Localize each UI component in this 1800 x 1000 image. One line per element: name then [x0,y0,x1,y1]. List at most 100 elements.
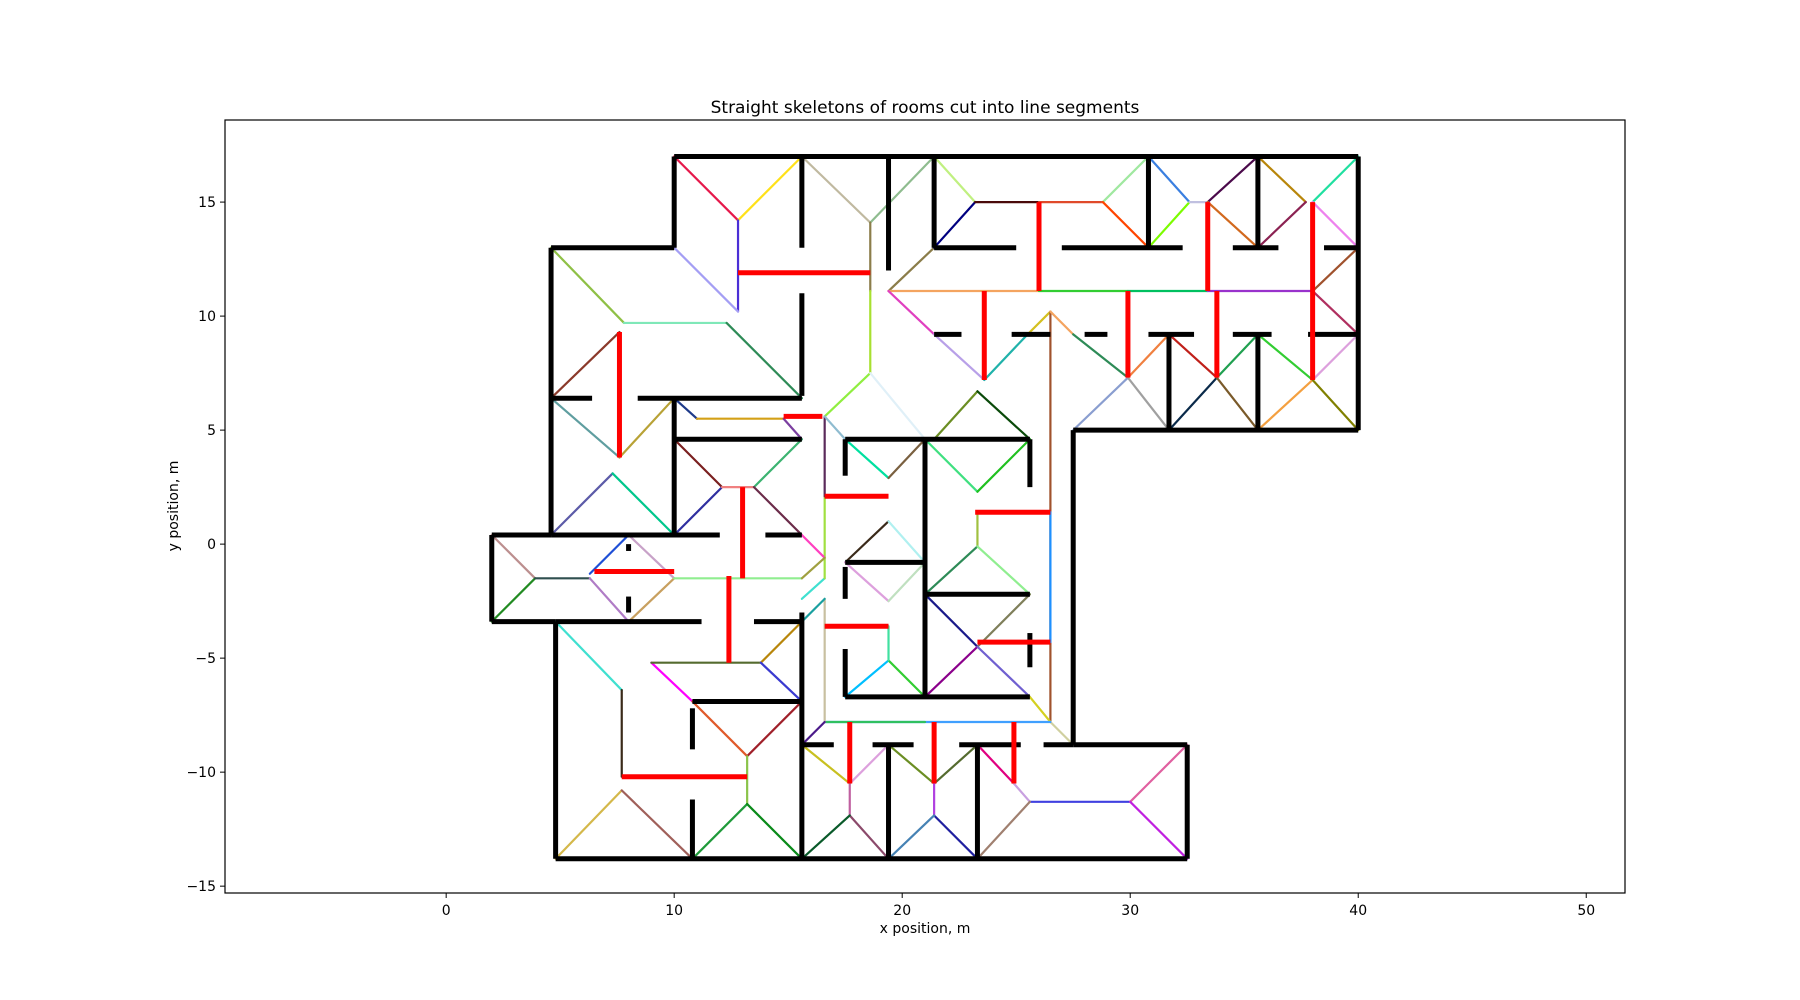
skeleton-edge-6 [725,321,803,400]
skeleton-edge-49 [1101,155,1150,204]
skeleton-edge-80 [1126,376,1171,432]
skeleton-edge-106 [923,645,979,698]
skeleton-edge-40 [746,802,803,860]
skeleton-edge-105 [976,593,1031,648]
skeleton-edge-122 [1129,743,1189,803]
skeleton-edge-44 [887,246,936,293]
skeleton-edge-56 [1256,155,1307,204]
skeleton-edge-85 [823,372,872,418]
y-tick-label--10: −10 [186,765,216,781]
skeleton-edge-15 [673,438,724,489]
skeleton-edge-103 [976,545,1031,596]
skeleton-edge-54 [1206,155,1259,204]
skeleton-edge-73 [1072,333,1130,379]
skeleton-edge-131 [800,577,826,600]
y-axis-label: y position, m [166,461,182,552]
skeleton-edge-14 [782,417,803,441]
y-tick-label--15: −15 [186,879,216,895]
skeleton-edge-30 [650,661,694,703]
skeleton-edge-33 [759,661,803,703]
skeleton-edge-118 [933,743,979,785]
skeleton-edge-11 [611,472,676,537]
plot-area [489,153,1361,862]
skeleton-edge-116 [848,743,890,785]
skeleton-edge-68 [983,333,1029,382]
skeleton-edge-87 [869,372,927,441]
chart-title: Straight skeletons of rooms cut into lin… [711,98,1140,118]
skeleton-edge-102 [923,545,979,596]
x-axis-label: x position, m [880,921,971,937]
skeleton-edge-90 [844,438,890,480]
skeleton-edge-82 [1215,376,1259,432]
skeleton-edge-119 [976,743,1016,785]
skeleton-edge-42 [869,155,936,224]
skeleton-edge-79 [1072,376,1130,432]
skeleton-edge-60 [1311,246,1360,293]
skeleton-edge-58 [1311,155,1360,204]
skeleton-edge-125 [933,814,979,860]
skeleton-edge-9 [618,397,676,459]
skeleton-edge-18 [752,438,803,489]
skeleton-edge-46 [933,200,977,249]
skeleton-edge-88 [933,390,979,441]
skeleton-edge-12 [673,397,699,420]
skeleton-edge-66 [887,289,936,336]
skeleton-edge-94 [844,561,890,603]
skeleton-edge-127 [887,814,936,860]
skeleton-edge-65 [1311,289,1360,336]
skeleton-edge-37 [554,789,623,860]
skeleton-edge-113 [800,720,826,746]
axes-frame [224,119,1626,894]
skeleton-edge-136 [823,415,847,441]
skeleton-edge-59 [1311,200,1360,249]
y-tick-label-0: 0 [207,537,216,553]
x-tick-label-40: 40 [1349,903,1367,919]
skeleton-edge-109 [1049,720,1075,746]
skeleton-edge-117 [887,743,936,785]
skeleton-edge-76 [1215,333,1259,379]
skeleton-edge-19 [752,486,803,537]
skeleton-edge-39 [691,802,749,860]
skeleton-edge-134 [800,556,826,580]
skeleton-edge-35 [746,700,803,758]
x-tick-label-10: 10 [665,903,683,919]
skeleton-edge-1 [736,155,803,222]
skeleton-edge-32 [759,620,803,664]
skeleton-edge-25 [588,577,630,623]
skeleton-edge-128 [848,814,890,860]
x-tick-label-50: 50 [1577,903,1595,919]
skeleton-edge-100 [976,438,1031,493]
skeleton-edge-28 [554,620,623,692]
skeleton-edge-108 [1028,695,1052,724]
y-tick-label--5: −5 [195,651,216,667]
y-tick-label-10: 10 [198,309,216,325]
skeleton-edge-123 [1129,800,1189,860]
y-tick-label-15: 15 [198,195,216,211]
skeleton-edge-0 [673,155,740,222]
skeleton-edge-93 [887,520,927,564]
skeleton-edge-104 [923,593,979,648]
skeleton-edge-91 [887,438,927,480]
skeleton-edge-83 [1256,378,1314,432]
skeleton-edge-69 [1026,310,1052,336]
skeleton-edge-89 [976,390,1031,441]
skeleton-edge-55 [1206,200,1259,249]
skeleton-edge-115 [800,743,851,785]
skeleton-edge-22 [490,533,537,580]
skeleton-edge-71 [1049,310,1075,336]
skeleton-edge-67 [933,333,986,382]
skeleton-edge-7 [549,330,621,400]
skeleton-edge-92 [844,520,890,564]
skeleton-edge-114 [800,597,826,623]
skeleton-edge-124 [976,800,1031,860]
y-tick-label-5: 5 [207,423,216,439]
skeleton-edge-4 [549,246,626,325]
skeleton-edge-3 [673,246,740,313]
skeleton-edge-97 [887,659,927,698]
skeleton-edge-57 [1256,200,1307,249]
skeleton-edge-10 [549,472,614,537]
skeleton-edge-133 [800,533,826,559]
skeleton-edge-99 [923,438,979,493]
skeleton-edge-81 [1167,376,1218,432]
